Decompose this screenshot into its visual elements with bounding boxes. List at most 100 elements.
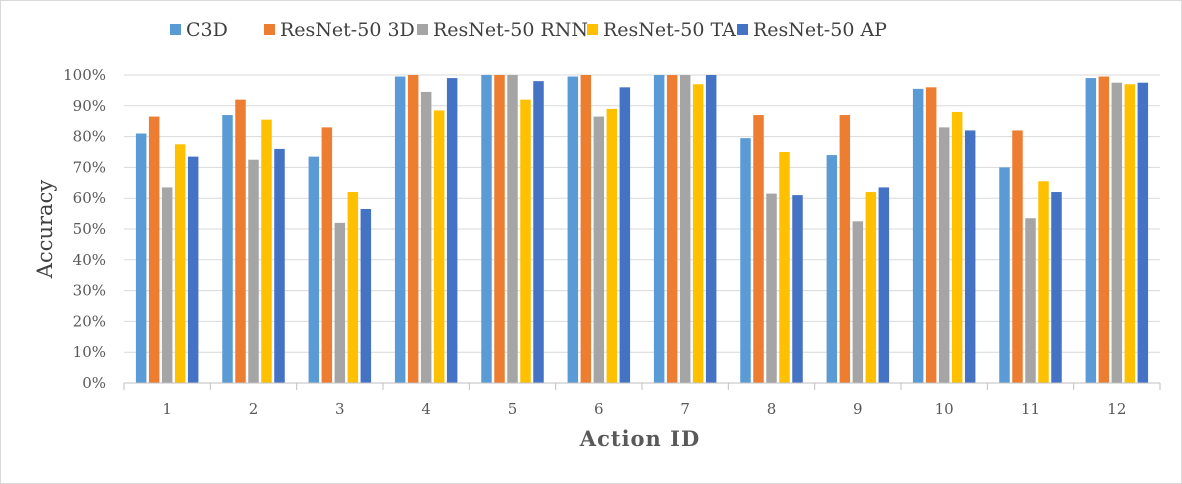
y-axis-title: Accuracy [33,180,57,280]
y-tick-label: 50% [73,220,106,238]
bar-resnet-50-rnn-7 [679,75,691,383]
y-tick-label: 20% [73,312,106,330]
bar-resnet-50-rnn-4 [420,91,432,383]
bar-resnet-50-rnn-3 [334,222,346,383]
bar-c3d-9 [826,155,838,383]
legend-swatch [417,24,428,35]
bar-resnet-50-ta-8 [779,152,790,383]
y-tick-label: 0% [82,374,106,392]
bar-resnet-50-ap-12 [1137,82,1149,383]
bar-resnet-50-ta-6 [606,108,618,383]
bar-resnet-50-rnn-9 [852,221,864,383]
y-tick-label: 90% [73,97,106,115]
bar-resnet-50-ap-1 [187,156,199,383]
legend-label: ResNet-50 3D [280,19,415,41]
bar-resnet-50-ta-3 [347,192,359,383]
legend-swatch [170,24,181,35]
bar-resnet-50-rnn-1 [161,187,173,383]
bar-resnet-50-3d-6 [580,75,592,383]
bar-resnet-50-rnn-11 [1025,218,1036,383]
bar-resnet-50-ap-8 [792,195,803,383]
bar-resnet-50-3d-2 [235,99,246,383]
bar-resnet-50-rnn-6 [593,116,605,383]
bar-c3d-3 [308,156,320,383]
x-tick-label: 1 [162,400,172,418]
bar-resnet-50-3d-8 [753,115,764,383]
bar-resnet-50-ap-3 [360,208,372,383]
x-tick-label: 2 [249,400,259,418]
y-axis-ticks: 0% 10% 20% 30% 40% 50% 60% 70% 80% 90% 100% [63,66,106,392]
bar-resnet-50-3d-12 [1098,76,1110,383]
legend-label: ResNet-50 AP [753,19,887,41]
y-tick-label: 70% [73,158,106,176]
y-tick-label: 80% [73,128,106,146]
bar-resnet-50-ap-9 [878,187,890,383]
y-tick-label: 40% [73,251,106,269]
bar-c3d-2 [222,115,233,383]
bar-resnet-50-ta-7 [692,84,704,384]
bar-resnet-50-3d-11 [1012,130,1023,383]
x-tick-label: 4 [421,400,431,418]
legend-label: C3D [186,19,228,41]
x-tick-label: 11 [1021,400,1040,418]
bars [135,75,1149,384]
legend-label: ResNet-50 RNN [433,19,588,41]
bar-resnet-50-rnn-5 [507,75,518,383]
bar-c3d-4 [394,76,406,383]
bar-resnet-50-3d-10 [925,87,937,383]
x-tick-label: 10 [935,400,954,418]
x-tick-label: 5 [508,400,518,418]
bar-c3d-6 [567,76,579,383]
bar-resnet-50-ap-5 [533,81,544,383]
bar-resnet-50-rnn-8 [766,193,777,383]
legend-label: ResNet-50 TA [603,19,736,41]
x-tick-label: 9 [853,400,863,418]
bar-resnet-50-3d-3 [321,127,333,383]
legend-swatch [737,24,748,35]
bar-c3d-10 [912,88,924,384]
x-tick-label: 6 [594,400,604,418]
x-axis-title: Action ID [579,426,700,451]
bar-resnet-50-ta-4 [433,110,445,384]
bar-resnet-50-ap-7 [705,75,717,383]
legend-swatch [264,24,275,35]
bar-c3d-7 [653,75,665,383]
x-tick-label: 8 [767,400,777,418]
bar-resnet-50-ta-5 [520,99,531,383]
bar-resnet-50-ta-9 [865,192,877,383]
y-tick-label: 30% [73,282,106,300]
bar-resnet-50-ap-4 [446,78,458,383]
bar-c3d-8 [740,138,751,383]
bar-resnet-50-3d-5 [494,75,505,383]
bar-c3d-5 [481,75,492,383]
bar-resnet-50-3d-7 [666,75,678,383]
bar-c3d-11 [999,167,1010,383]
bar-resnet-50-ta-1 [174,144,186,383]
bar-resnet-50-ap-11 [1051,192,1062,383]
y-tick-label: 60% [73,189,106,207]
bar-resnet-50-ap-2 [274,148,285,383]
bar-resnet-50-3d-1 [148,116,160,383]
bar-resnet-50-rnn-10 [938,127,950,383]
bar-resnet-50-rnn-12 [1111,82,1123,383]
y-tick-label: 100% [63,66,106,84]
legend: C3D ResNet-50 3D ResNet-50 RNN ResNet-50 TA… [170,19,887,41]
bar-resnet-50-ap-10 [964,130,976,383]
bar-c3d-12 [1085,78,1097,383]
bar-resnet-50-ta-11 [1038,181,1049,383]
x-axis: 1 2 3 4 5 6 7 8 9 10 11 12 [123,382,1161,418]
x-tick-label: 12 [1107,400,1126,418]
bar-resnet-50-ta-12 [1124,84,1136,384]
x-tick-label: 3 [335,400,345,418]
bar-resnet-50-3d-9 [839,115,851,383]
bar-resnet-50-ta-2 [261,119,272,383]
y-tick-label: 10% [73,343,106,361]
bar-c3d-1 [135,133,147,383]
x-tick-label: 7 [680,400,690,418]
bar-resnet-50-rnn-2 [248,159,259,383]
bar-resnet-50-ap-6 [619,87,631,383]
bar-resnet-50-ta-10 [951,111,963,384]
legend-swatch [587,24,598,35]
bar-resnet-50-3d-4 [407,75,419,383]
